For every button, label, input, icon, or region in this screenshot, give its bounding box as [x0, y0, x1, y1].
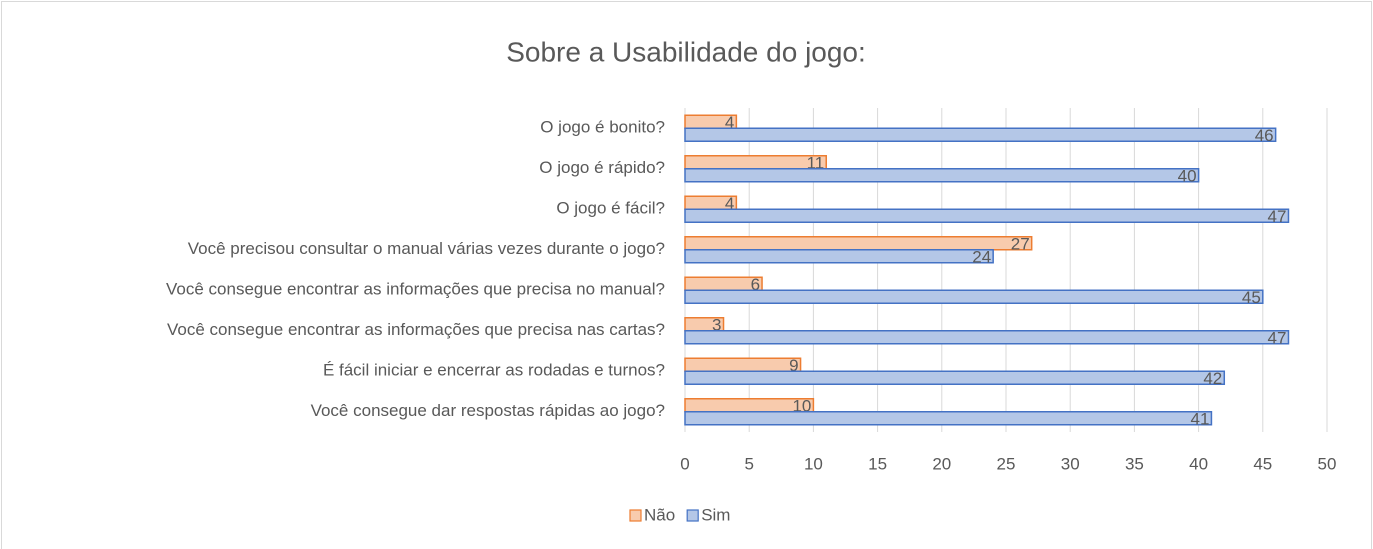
category-label: Você precisou consultar o manual várias … — [188, 239, 665, 258]
data-label: 11 — [807, 154, 825, 173]
x-tick-label: 40 — [1189, 454, 1208, 473]
chart-title: Sobre a Usabilidade do jogo: — [506, 36, 866, 67]
bar — [684, 208, 1290, 223]
bar — [684, 289, 1264, 304]
data-label: 46 — [1255, 126, 1274, 145]
data-label: 9 — [789, 356, 798, 375]
x-tick-label: 10 — [804, 454, 823, 473]
data-label: 6 — [751, 275, 760, 294]
bar — [684, 168, 1200, 183]
data-label: 10 — [792, 397, 811, 416]
legend-swatch — [686, 509, 699, 522]
data-label: 4 — [725, 194, 734, 213]
data-label: 4 — [725, 113, 734, 132]
bar — [684, 155, 827, 170]
bar — [684, 127, 1277, 142]
data-label: 41 — [1191, 410, 1210, 429]
bar — [684, 370, 1226, 385]
legend-swatch — [629, 509, 642, 522]
legend-label: Sim — [701, 505, 730, 524]
data-label: 47 — [1268, 207, 1287, 226]
data-label: 3 — [712, 316, 721, 335]
data-label: 24 — [972, 248, 991, 267]
x-tick-label: 5 — [744, 454, 753, 473]
x-tick-label: 25 — [997, 454, 1016, 473]
category-label: Você consegue dar respostas rápidas ao j… — [311, 401, 665, 420]
x-tick-label: 35 — [1125, 454, 1144, 473]
x-tick-label: 45 — [1253, 454, 1272, 473]
x-tick-label: 20 — [932, 454, 951, 473]
category-label: O jogo é rápido? — [539, 158, 665, 177]
x-tick-label: 30 — [1061, 454, 1080, 473]
x-tick-label: 15 — [868, 454, 887, 473]
x-tick-label: 50 — [1318, 454, 1337, 473]
bar — [684, 249, 994, 264]
category-label: Você consegue encontrar as informações q… — [167, 320, 665, 339]
category-label: O jogo é bonito? — [540, 118, 665, 137]
category-label: É fácil iniciar e encerrar as rodadas e … — [323, 361, 665, 380]
data-label: 42 — [1203, 369, 1222, 388]
data-label: 47 — [1268, 329, 1287, 348]
category-label: Você consegue encontrar as informações q… — [166, 280, 665, 299]
category-label: O jogo é fácil? — [556, 199, 665, 218]
bar — [684, 411, 1213, 426]
data-label: 40 — [1178, 167, 1197, 186]
data-label: 27 — [1011, 235, 1030, 254]
bar — [684, 330, 1290, 345]
data-label: 45 — [1242, 288, 1261, 307]
legend-label: Não — [644, 505, 675, 524]
x-tick-label: 0 — [680, 454, 689, 473]
bar — [684, 357, 802, 372]
